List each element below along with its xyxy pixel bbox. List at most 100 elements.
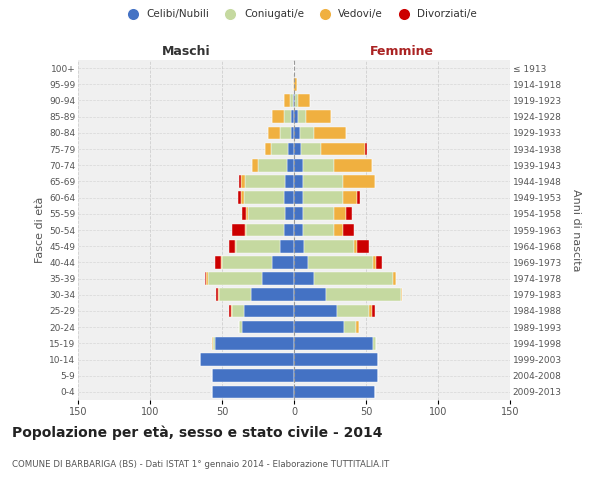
Bar — [294, 288, 326, 301]
Bar — [244, 304, 294, 318]
Bar — [373, 256, 376, 268]
Bar — [239, 175, 241, 188]
Bar — [343, 192, 358, 204]
Bar — [358, 192, 360, 204]
Bar — [301, 142, 322, 156]
Bar — [258, 159, 287, 172]
Bar — [293, 78, 294, 90]
Bar — [248, 208, 286, 220]
Bar — [216, 288, 218, 301]
Bar — [373, 337, 376, 349]
Bar — [334, 159, 372, 172]
Bar — [200, 353, 294, 366]
Bar — [293, 94, 294, 107]
Bar — [238, 192, 241, 204]
Bar — [287, 159, 294, 172]
Bar — [337, 304, 369, 318]
Bar — [376, 256, 382, 268]
Bar — [298, 110, 305, 123]
Bar — [294, 256, 308, 268]
Bar — [314, 272, 394, 285]
Bar — [401, 288, 402, 301]
Bar — [245, 224, 247, 236]
Bar — [294, 304, 337, 318]
Bar — [302, 159, 334, 172]
Bar — [212, 370, 294, 382]
Bar — [294, 224, 302, 236]
Bar — [272, 110, 284, 123]
Text: Popolazione per età, sesso e stato civile - 2014: Popolazione per età, sesso e stato civil… — [12, 425, 383, 440]
Bar — [358, 240, 369, 252]
Text: COMUNE DI BARBARIGA (BS) - Dati ISTAT 1° gennaio 2014 - Elaborazione TUTTITALIA.: COMUNE DI BARBARIGA (BS) - Dati ISTAT 1°… — [12, 460, 389, 469]
Bar — [294, 386, 374, 398]
Bar — [308, 256, 373, 268]
Bar — [242, 321, 294, 334]
Bar — [236, 240, 280, 252]
Bar — [284, 192, 294, 204]
Bar — [284, 94, 290, 107]
Bar — [372, 304, 374, 318]
Bar — [294, 110, 298, 123]
Bar — [229, 240, 235, 252]
Bar — [291, 110, 294, 123]
Bar — [326, 288, 401, 301]
Bar — [219, 288, 251, 301]
Bar — [314, 126, 346, 139]
Bar — [394, 272, 396, 285]
Bar — [294, 78, 297, 90]
Bar — [294, 192, 302, 204]
Bar — [252, 159, 258, 172]
Bar — [244, 192, 284, 204]
Bar — [294, 321, 344, 334]
Bar — [294, 126, 300, 139]
Bar — [294, 240, 304, 252]
Bar — [369, 304, 372, 318]
Bar — [302, 224, 334, 236]
Y-axis label: Anni di nascita: Anni di nascita — [571, 188, 581, 271]
Bar — [346, 208, 352, 220]
Bar — [251, 288, 294, 301]
Bar — [280, 126, 291, 139]
Bar — [229, 304, 230, 318]
Bar — [304, 240, 355, 252]
Bar — [268, 126, 280, 139]
Bar — [295, 94, 298, 107]
Bar — [222, 256, 272, 268]
Bar — [302, 175, 343, 188]
Bar — [247, 224, 284, 236]
Bar — [214, 337, 215, 349]
Bar — [305, 110, 331, 123]
Bar — [286, 208, 294, 220]
Bar — [286, 175, 294, 188]
Bar — [334, 208, 346, 220]
Bar — [356, 321, 359, 334]
Bar — [272, 256, 294, 268]
Text: Femmine: Femmine — [370, 45, 434, 58]
Bar — [365, 142, 367, 156]
Legend: Celibi/Nubili, Coniugati/e, Vedovi/e, Divorziati/e: Celibi/Nubili, Coniugati/e, Vedovi/e, Di… — [119, 5, 481, 24]
Bar — [355, 240, 358, 252]
Bar — [242, 208, 247, 220]
Bar — [294, 175, 302, 188]
Bar — [294, 353, 377, 366]
Bar — [322, 142, 365, 156]
Bar — [215, 256, 221, 268]
Bar — [212, 337, 214, 349]
Y-axis label: Fasce di età: Fasce di età — [35, 197, 45, 263]
Bar — [294, 337, 373, 349]
Bar — [284, 110, 291, 123]
Bar — [212, 386, 294, 398]
Bar — [294, 370, 377, 382]
Bar — [232, 304, 244, 318]
Bar — [215, 337, 294, 349]
Bar — [294, 142, 301, 156]
Bar — [302, 192, 343, 204]
Bar — [230, 304, 232, 318]
Bar — [294, 208, 302, 220]
Bar — [288, 142, 294, 156]
Bar — [262, 272, 294, 285]
Bar — [334, 224, 343, 236]
Bar — [265, 142, 271, 156]
Bar — [294, 159, 302, 172]
Bar — [247, 208, 248, 220]
